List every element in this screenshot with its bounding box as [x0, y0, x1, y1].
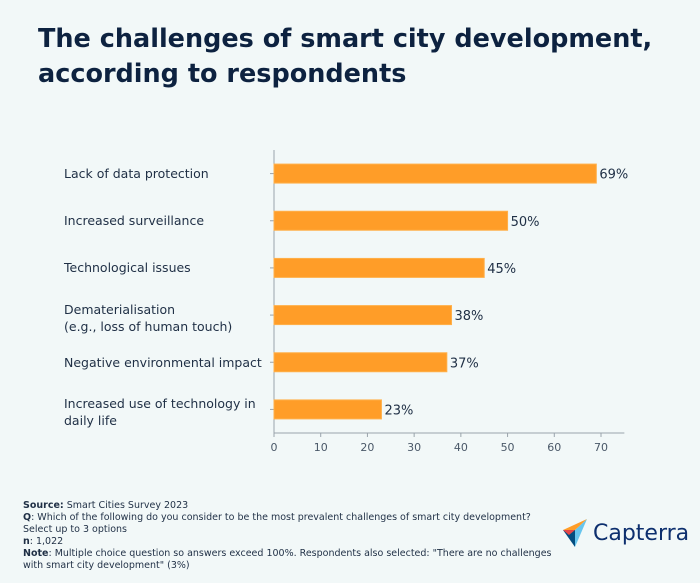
- bar: [273, 305, 453, 326]
- x-tick-label: 40: [454, 441, 468, 454]
- category-label: Increased use of technology in daily lif…: [64, 396, 256, 429]
- x-tick-label: 20: [360, 441, 374, 454]
- question-text: : Which of the following do you consider…: [23, 512, 531, 535]
- data-label: 38%: [455, 309, 484, 324]
- data-label: 37%: [450, 356, 479, 371]
- x-tick-label: 10: [314, 441, 328, 454]
- bar: [273, 210, 509, 231]
- category-label: Technological issues: [64, 260, 191, 276]
- data-label: 45%: [487, 262, 516, 277]
- capterra-logo-text: Capterra: [593, 520, 690, 546]
- sample-text: : 1,022: [29, 536, 64, 547]
- data-label: 23%: [384, 403, 413, 418]
- capterra-logo: Capterra: [563, 517, 689, 549]
- category-label: Lack of data protection: [64, 166, 209, 182]
- bar: [273, 257, 485, 278]
- data-label: 50%: [511, 215, 540, 230]
- bar-chart: 0 10 20 30 40 50 60 70 69% 50% 45% 38% 37% 23%: [270, 150, 628, 454]
- x-tick-label: 50: [501, 441, 515, 454]
- category-label: Increased surveillance: [64, 213, 205, 229]
- question-label: Q: [23, 512, 32, 523]
- data-label: 69%: [599, 168, 628, 183]
- footer-notes: Source: Smart Cities Survey 2023 Q: Whic…: [23, 500, 553, 572]
- note-text: : Multiple choice question so answers ex…: [23, 548, 552, 571]
- bar: [273, 163, 597, 184]
- category-label: Negative environmental impact: [64, 354, 262, 370]
- x-tick-label: 0: [271, 441, 278, 454]
- x-tick-label: 60: [547, 441, 561, 454]
- note-label: Note: [23, 548, 49, 559]
- source-text: Smart Cities Survey 2023: [63, 500, 189, 511]
- source-label: Source:: [23, 500, 64, 511]
- capterra-arrow-icon: [563, 519, 587, 547]
- x-tick-label: 70: [594, 441, 608, 454]
- chart-title: The challenges of smart city development…: [38, 24, 653, 89]
- category-label: Dematerialisation (e.g., loss of human t…: [64, 302, 233, 335]
- sample-label: n: [23, 536, 30, 547]
- bar: [273, 399, 382, 420]
- x-tick-label: 30: [407, 441, 421, 454]
- bar: [273, 352, 448, 373]
